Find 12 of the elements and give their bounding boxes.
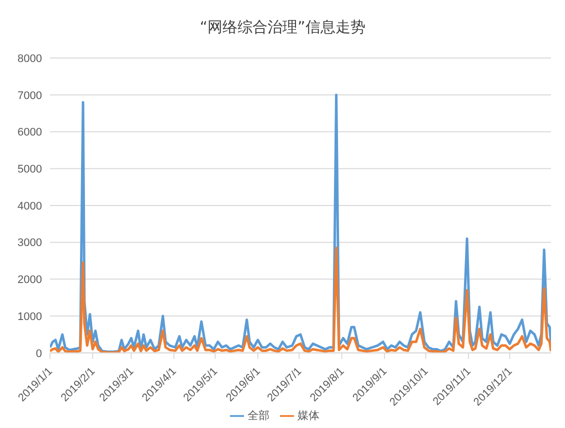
y-tick-label: 7000 (18, 90, 42, 102)
y-tick-label: 3000 (18, 237, 42, 250)
y-tick-label: 2000 (18, 274, 42, 286)
y-tick-label: 5000 (18, 163, 42, 176)
y-tick-label: 0 (36, 348, 42, 360)
legend-label: 媒体 (298, 410, 320, 422)
y-tick-label: 6000 (18, 126, 42, 139)
y-tick-label: 8000 (18, 52, 42, 65)
y-tick-label: 1000 (18, 310, 42, 323)
chart-title: “网络综合治理”信息走势 (198, 17, 366, 38)
legend-label: 全部 (248, 410, 270, 422)
y-tick-label: 4000 (18, 200, 42, 212)
